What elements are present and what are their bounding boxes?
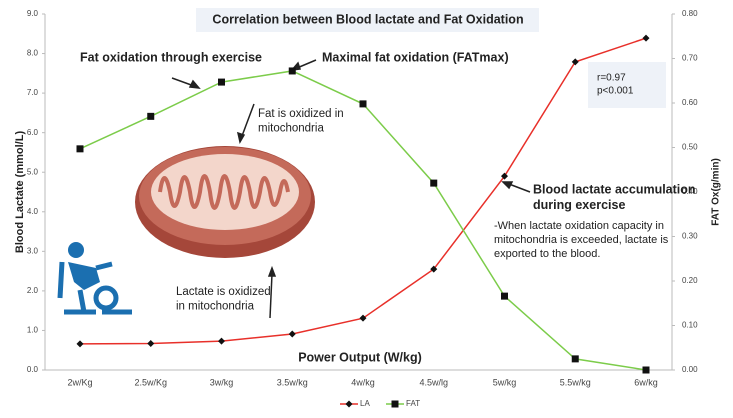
y-tick-label: 5.0	[27, 167, 39, 176]
diamond-marker	[345, 400, 353, 408]
y-tick-label: 3.0	[27, 246, 39, 255]
y-tick-label: 2.0	[27, 286, 39, 295]
arrows	[171, 59, 531, 319]
annotation: p<0.001	[597, 86, 634, 97]
y-tick-label: 7.0	[27, 88, 39, 97]
diamond-marker	[76, 340, 84, 348]
annotation: exported to the blood.	[494, 248, 600, 260]
mitochondrion-illustration	[135, 146, 315, 258]
diamond-marker	[501, 172, 508, 180]
diamond-marker	[288, 330, 296, 338]
legend-label: LA	[360, 399, 370, 408]
annotation: Fat is oxidized in	[258, 108, 344, 120]
stats-box	[588, 62, 666, 108]
y-tick-label: 1.0	[27, 326, 39, 335]
x-tick-label: 5.5w/kg	[560, 377, 591, 387]
cyclist-icon	[57, 242, 132, 315]
x-tick-label: 4.5w/lg	[419, 377, 448, 387]
x-axis-title: Power Output (W/kg)	[298, 350, 422, 364]
square-marker	[218, 78, 225, 86]
diamond-marker	[430, 265, 438, 273]
y2-tick-label: 0.40	[682, 187, 698, 196]
y2-tick-label: 0.80	[682, 9, 698, 18]
annotation: mitochondria is exceeded, lactate is	[494, 234, 669, 246]
y2-tick-label: 0.00	[682, 365, 698, 374]
square-marker	[147, 112, 155, 120]
y-tick-label: 6.0	[27, 128, 39, 137]
diamond-marker	[571, 58, 579, 66]
y2-tick-label: 0.60	[682, 98, 698, 107]
square-marker	[430, 179, 438, 187]
square-marker	[76, 145, 84, 153]
x-tick-label: 2w/Kg	[67, 377, 92, 387]
diamond-marker	[218, 337, 225, 345]
x-tick-label: 4w/kg	[351, 377, 375, 387]
y-tick-label: 8.0	[27, 49, 39, 58]
x-tick-label: 6w/kg	[634, 377, 658, 387]
y2-tick-label: 0.20	[682, 276, 698, 285]
x-tick-label: 5w/kg	[493, 377, 517, 387]
square-marker	[501, 292, 508, 300]
square-marker	[288, 67, 296, 75]
annotation: Lactate is oxidized	[176, 286, 271, 298]
annotation: Blood lactate accumulation	[533, 182, 696, 196]
chart-title: Correlation between Blood lactate and Fa…	[212, 12, 523, 26]
y-axis-title: Blood Lactate (mmol/L)	[14, 131, 26, 254]
annotation: -When lactate oxidation capacity in	[494, 220, 664, 232]
y-tick-label: 0.0	[27, 365, 39, 374]
y2-tick-label: 0.10	[682, 321, 698, 330]
annotation: mitochondria	[258, 123, 324, 135]
annotation: during exercise	[533, 198, 625, 212]
y2-tick-label: 0.30	[682, 232, 698, 241]
diamond-marker	[642, 34, 650, 42]
annotation: Fat oxidation through exercise	[80, 50, 262, 64]
x-tick-label: 3.5w/kg	[277, 377, 308, 387]
y2-tick-label: 0.50	[682, 143, 698, 152]
title-box	[196, 8, 539, 32]
diamond-marker	[359, 314, 367, 322]
square-marker	[359, 100, 367, 108]
annotation: r=0.97	[597, 73, 626, 84]
y2-axis-title: FAT Ox(g/min)	[711, 158, 722, 226]
annotation: in mitochondria	[176, 301, 255, 313]
diamond-marker	[147, 339, 155, 347]
y2-tick-label: 0.70	[682, 54, 698, 63]
legend-label: FAT	[406, 399, 420, 408]
x-tick-label: 2.5w/Kg	[134, 377, 167, 387]
x-tick-label: 3w/kg	[210, 377, 234, 387]
square-marker	[571, 355, 579, 363]
y-tick-label: 4.0	[27, 207, 39, 216]
square-marker	[642, 366, 650, 374]
annotation: Maximal fat oxidation (FATmax)	[322, 50, 509, 64]
square-marker	[391, 400, 399, 408]
y-tick-label: 9.0	[27, 9, 39, 18]
